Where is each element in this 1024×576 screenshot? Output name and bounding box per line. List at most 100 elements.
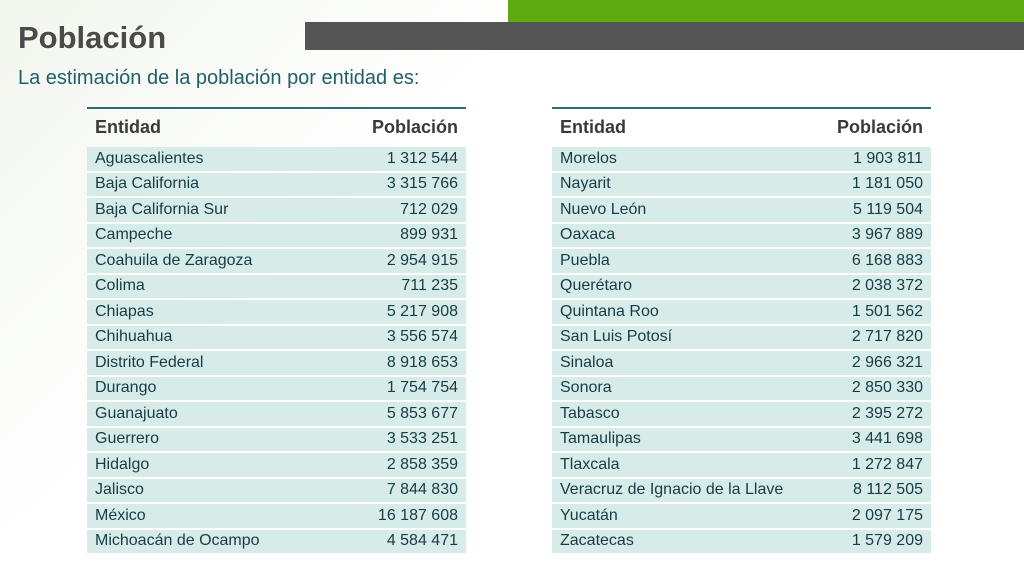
cell-entity: Morelos [552,147,818,171]
table-row: Chihuahua 3 556 574 [87,325,466,349]
table-row: Veracruz de Ignacio de la Llave 8 112 505 [552,478,931,502]
cell-population: 1 579 209 [817,529,931,553]
cell-entity: Zacatecas [552,529,818,553]
cell-population: 7 844 830 [329,478,466,502]
table-row: Morelos 1 903 811 [552,147,931,171]
cell-population: 1 754 754 [329,376,466,400]
cell-entity: Guanajuato [87,402,330,426]
cell-population: 2 850 330 [817,376,931,400]
table-row: Nuevo León 5 119 504 [552,198,931,222]
cell-population: 1 903 811 [817,147,931,171]
cell-entity: Distrito Federal [87,351,330,375]
column-header-entity: Entidad [552,107,818,145]
cell-entity: Campeche [87,223,330,247]
cell-population: 6 168 883 [817,249,931,273]
table-row: Jalisco 7 844 830 [87,478,466,502]
cell-entity: Quintana Roo [552,300,818,324]
cell-entity: Durango [87,376,330,400]
cell-population: 3 315 766 [329,172,466,196]
cell-entity: Chiapas [87,300,330,324]
table-row: Guanajuato 5 853 677 [87,402,466,426]
cell-population: 1 272 847 [817,453,931,477]
cell-entity: Tlaxcala [552,453,818,477]
population-table-right: Entidad Población Morelos 1 903 811 Nayari… [552,105,931,555]
header-accent-bar-green [508,0,1024,22]
table-row: Sonora 2 850 330 [552,376,931,400]
cell-population: 5 217 908 [329,300,466,324]
table-row: Michoacán de Ocampo 4 584 471 [87,529,466,553]
cell-entity: Hidalgo [87,453,330,477]
cell-population: 3 441 698 [817,427,931,451]
cell-entity: Nuevo León [552,198,818,222]
cell-entity: Chihuahua [87,325,330,349]
table-row: Oaxaca 3 967 889 [552,223,931,247]
table-row: Quintana Roo 1 501 562 [552,300,931,324]
cell-entity: Yucatán [552,504,818,528]
cell-entity: Guerrero [87,427,330,451]
slide-subtitle: La estimación de la población por entida… [18,67,420,89]
cell-entity: Tabasco [552,402,818,426]
cell-population: 899 931 [329,223,466,247]
cell-population: 2 038 372 [817,274,931,298]
cell-population: 4 584 471 [329,529,466,553]
column-header-population: Población [817,107,931,145]
cell-entity: San Luis Potosí [552,325,818,349]
cell-population: 5 853 677 [329,402,466,426]
column-header-population: Población [329,107,466,145]
table-row: Distrito Federal 8 918 653 [87,351,466,375]
cell-entity: Puebla [552,249,818,273]
cell-population: 2 858 359 [329,453,466,477]
cell-population: 2 717 820 [817,325,931,349]
table-header-row: Entidad Población [87,107,466,145]
cell-population: 1 312 544 [329,147,466,171]
slide-title: Población [18,20,167,55]
table-row: Zacatecas 1 579 209 [552,529,931,553]
table-row: Colima 711 235 [87,274,466,298]
table-row: San Luis Potosí 2 717 820 [552,325,931,349]
table-row: Campeche 899 931 [87,223,466,247]
cell-population: 1 501 562 [817,300,931,324]
column-header-entity: Entidad [87,107,330,145]
cell-population: 16 187 608 [329,504,466,528]
cell-population: 8 918 653 [329,351,466,375]
cell-entity: México [87,504,330,528]
population-table-left: Entidad Población Aguascalientes 1 312 54… [87,105,466,555]
cell-entity: Tamaulipas [552,427,818,451]
table-body: Aguascalientes 1 312 544 Baja California 3 … [87,147,466,553]
cell-entity: Jalisco [87,478,330,502]
table-row: Coahuila de Zaragoza 2 954 915 [87,249,466,273]
table-row: Durango 1 754 754 [87,376,466,400]
cell-entity: Michoacán de Ocampo [87,529,330,553]
cell-population: 3 967 889 [817,223,931,247]
table-row: Nayarit 1 181 050 [552,172,931,196]
cell-entity: Aguascalientes [87,147,330,171]
table-body: Morelos 1 903 811 Nayarit 1 181 050 Nuevo Le… [552,147,931,553]
table-row: Aguascalientes 1 312 544 [87,147,466,171]
cell-entity: Querétaro [552,274,818,298]
table-row: Hidalgo 2 858 359 [87,453,466,477]
cell-population: 2 954 915 [329,249,466,273]
table-row: Tlaxcala 1 272 847 [552,453,931,477]
cell-population: 2 395 272 [817,402,931,426]
table-row: Puebla 6 168 883 [552,249,931,273]
cell-entity: Baja California Sur [87,198,330,222]
table-row: Baja California 3 315 766 [87,172,466,196]
cell-population: 711 235 [329,274,466,298]
table-row: Sinaloa 2 966 321 [552,351,931,375]
cell-entity: Baja California [87,172,330,196]
cell-entity: Veracruz de Ignacio de la Llave [552,478,818,502]
cell-population: 1 181 050 [817,172,931,196]
table-row: Tabasco 2 395 272 [552,402,931,426]
header-accent-bar-gray [305,22,1024,50]
cell-population: 2 966 321 [817,351,931,375]
cell-population: 3 556 574 [329,325,466,349]
cell-population: 3 533 251 [329,427,466,451]
cell-population: 8 112 505 [817,478,931,502]
cell-entity: Coahuila de Zaragoza [87,249,330,273]
table-header-row: Entidad Población [552,107,931,145]
cell-entity: Oaxaca [552,223,818,247]
cell-population: 2 097 175 [817,504,931,528]
table-row: Yucatán 2 097 175 [552,504,931,528]
table-row: Tamaulipas 3 441 698 [552,427,931,451]
table-row: Baja California Sur 712 029 [87,198,466,222]
